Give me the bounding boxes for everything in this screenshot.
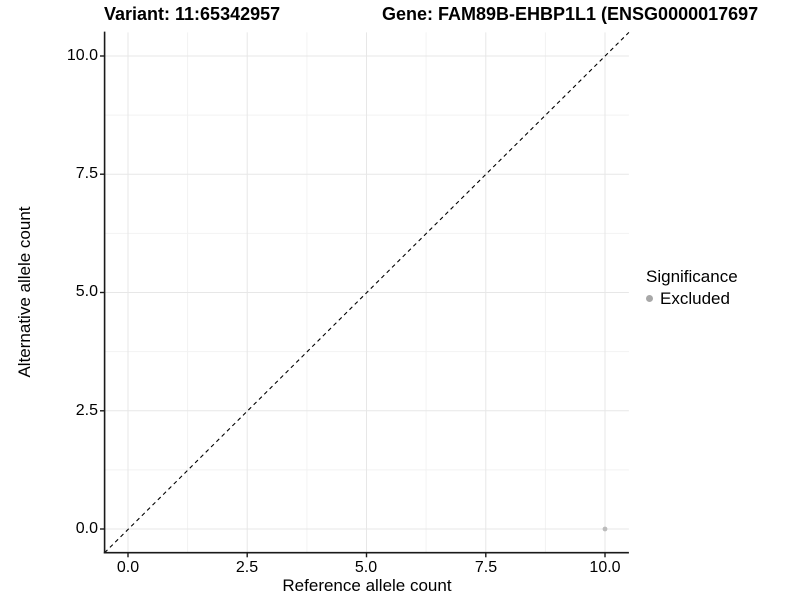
identity-reference-line — [104, 32, 630, 554]
legend-key-dot-icon — [646, 295, 653, 302]
x-tick-label-7-5: 7.5 — [474, 559, 498, 576]
y-tick-label-10: 10.0 — [66, 47, 98, 64]
y-axis-title: Alternative allele count — [15, 206, 34, 378]
legend-title: Significance — [646, 267, 738, 286]
y-tick-label-5: 5.0 — [75, 283, 98, 300]
plot-title-gene: Gene: FAM89B-EHBP1L1 (ENSG0000017697 — [382, 4, 759, 24]
y-tick-label-0: 0.0 — [75, 520, 98, 537]
data-point-excluded — [602, 526, 608, 532]
x-axis-title: Reference allele count — [282, 576, 452, 595]
axis-tick-marks — [100, 55, 606, 558]
legend: Significance Excluded — [646, 267, 738, 308]
legend-item-label: Excluded — [660, 289, 730, 308]
x-tick-label-2-5: 2.5 — [235, 559, 259, 576]
legend-item-excluded: Excluded — [646, 289, 738, 308]
x-tick-label-5: 5.0 — [354, 559, 378, 576]
x-tick-label-10: 10.0 — [589, 559, 621, 576]
x-tick-label-0: 0.0 — [116, 559, 140, 576]
y-tick-label-2-5: 2.5 — [75, 402, 98, 419]
plot-title-variant: Variant: 11:65342957 — [104, 4, 281, 24]
y-tick-label-7-5: 7.5 — [75, 165, 98, 182]
grid-major — [104, 32, 629, 553]
